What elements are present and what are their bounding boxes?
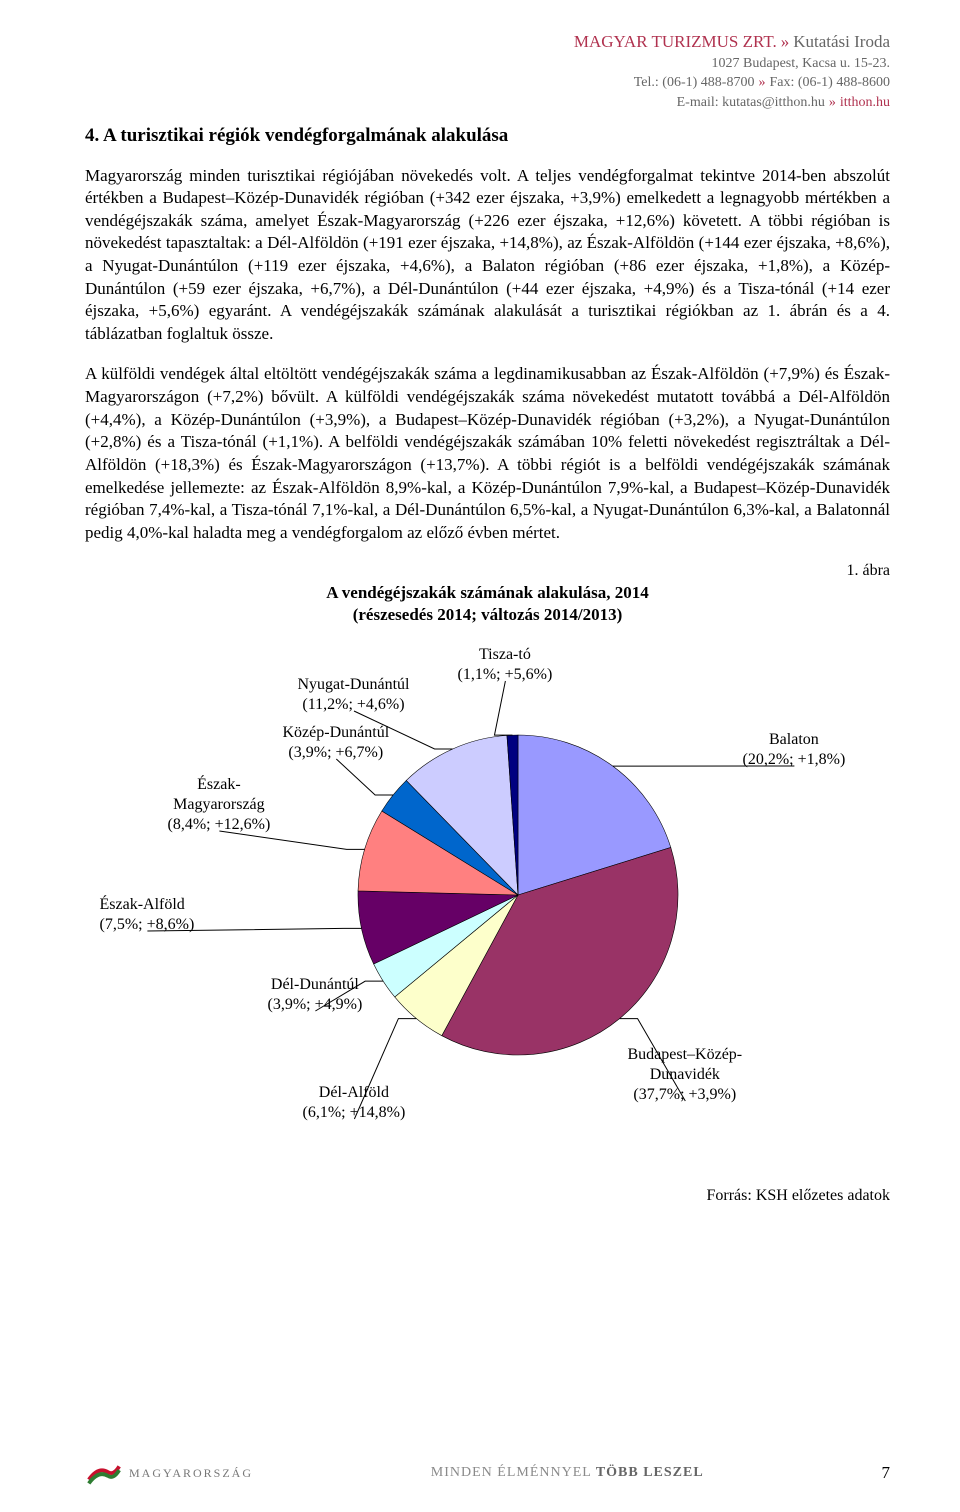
figure-block: 1. ábra A vendégéjszakák számának alakul… xyxy=(85,562,890,1204)
page-container: MAGYAR TURIZMUS ZRT.»Kutatási Iroda 1027… xyxy=(0,0,960,1512)
chart-callout: Budapest–Közép-Dunavidék(37,7%; +3,9%) xyxy=(628,1045,743,1105)
figure-label: 1. ábra xyxy=(85,562,890,580)
contact-line: Tel.: (06-1) 488-8700» Fax: (06-1) 488-86… xyxy=(85,73,890,93)
fax-text: Fax: (06-1) 488-8600 xyxy=(769,75,890,90)
org-sub: Kutatási Iroda xyxy=(793,32,890,51)
site-link: itthon.hu xyxy=(840,95,890,110)
section-title: 4. A turisztikai régiók vendégforgalmána… xyxy=(85,125,890,147)
email-text: E-mail: kutatas@itthon.hu xyxy=(677,95,825,110)
chart-callout: Balaton(20,2%; +1,8%) xyxy=(743,730,846,770)
paragraph-2: A külföldi vendégek által eltöltött vend… xyxy=(85,363,890,544)
slogan-pre: MINDEN ÉLMÉNNYEL xyxy=(431,1465,596,1480)
chart-title: A vendégéjszakák számának alakulása, 201… xyxy=(85,582,890,626)
raquo-icon: » xyxy=(781,32,790,51)
chart-title-line1: A vendégéjszakák számának alakulása, 201… xyxy=(326,583,649,602)
footer-logo: MAGYARORSZÁG xyxy=(85,1458,253,1488)
ribbon-icon xyxy=(85,1458,123,1488)
paragraph-1: Magyarország minden turisztikai régiójáb… xyxy=(85,165,890,346)
pie-svg xyxy=(348,725,688,1065)
chart-callout: Közép-Dunántúl(3,9%; +6,7%) xyxy=(283,723,390,763)
document-header: MAGYAR TURIZMUS ZRT.»Kutatási Iroda 1027… xyxy=(85,30,890,113)
figure-source: Forrás: KSH előzetes adatok xyxy=(85,1187,890,1205)
chart-callout: Dél-Alföld(6,1%; +14,8%) xyxy=(303,1083,406,1123)
pie-chart: Tisza-tó(1,1%; +5,6%) Nyugat-Dunántúl(11,… xyxy=(88,645,888,1165)
slogan-bold: TÖBB LESZEL xyxy=(596,1465,704,1480)
email-line: E-mail: kutatas@itthon.hu » itthon.hu xyxy=(85,93,890,113)
raquo-icon: » xyxy=(829,95,836,110)
chart-callout: Tisza-tó(1,1%; +5,6%) xyxy=(458,645,553,685)
chart-callout: Észak-Magyarország(8,4%; +12,6%) xyxy=(168,775,271,835)
page-number: 7 xyxy=(881,1463,890,1483)
tel-text: Tel.: (06-1) 488-8700 xyxy=(634,75,755,90)
chart-callout: Észak-Alföld(7,5%; +8,6%) xyxy=(100,895,195,935)
chart-callout: Dél-Dunántúl(3,9%; +4,9%) xyxy=(268,975,363,1015)
raquo-icon: » xyxy=(758,75,765,90)
page-footer: MAGYARORSZÁG MINDEN ÉLMÉNNYEL TÖBB LESZE… xyxy=(85,1458,890,1488)
chart-title-line2: (részesedés 2014; változás 2014/2013) xyxy=(353,605,623,624)
org-main: MAGYAR TURIZMUS ZRT. xyxy=(574,32,777,51)
footer-logo-text: MAGYARORSZÁG xyxy=(129,1466,253,1481)
org-line: MAGYAR TURIZMUS ZRT.»Kutatási Iroda xyxy=(85,30,890,54)
chart-callout: Nyugat-Dunántúl(11,2%; +4,6%) xyxy=(298,675,410,715)
address-line: 1027 Budapest, Kacsa u. 15-23. xyxy=(85,54,890,74)
footer-slogan: MINDEN ÉLMÉNNYEL TÖBB LESZEL xyxy=(431,1465,704,1481)
